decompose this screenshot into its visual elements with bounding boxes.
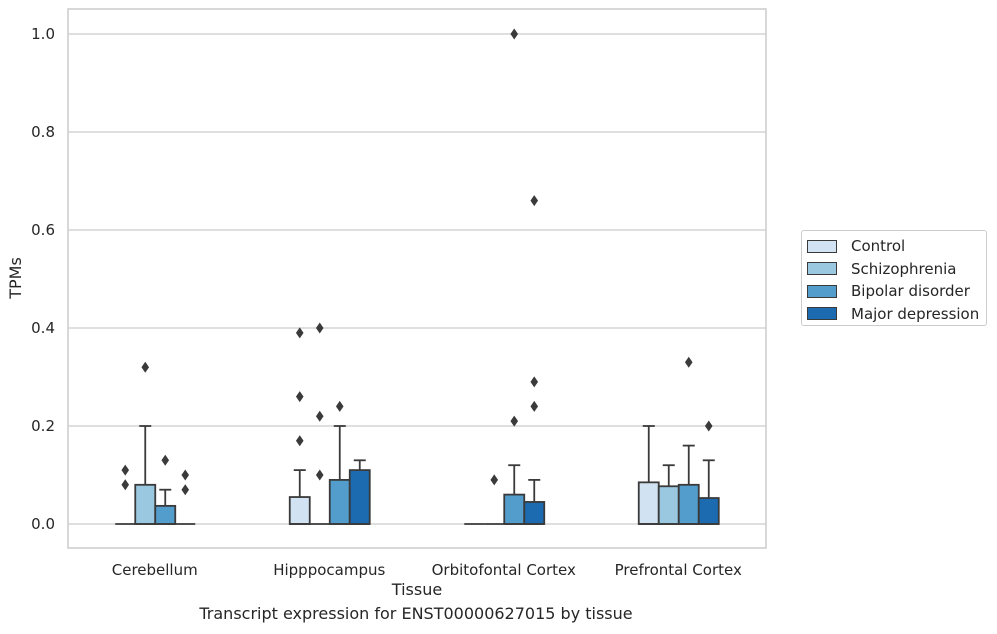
legend-label: Bipolar disorder xyxy=(851,282,970,301)
box-control xyxy=(288,469,311,525)
outlier-point xyxy=(141,361,150,373)
box-body xyxy=(503,493,526,525)
y-tick-label: 0.0 xyxy=(31,515,55,533)
box-body xyxy=(523,501,546,525)
outlier-point xyxy=(295,435,304,447)
outlier-point xyxy=(121,464,130,476)
y-axis-ticks: 0.0 0.2 0.4 0.6 0.8 1.0 xyxy=(31,25,55,533)
box-bipolar-disorder xyxy=(503,464,526,525)
outlier-point xyxy=(510,28,519,40)
legend-item: Bipolar disorder xyxy=(807,280,986,303)
plot-frame xyxy=(67,8,767,549)
outlier-point xyxy=(315,469,324,481)
outlier-point xyxy=(530,400,539,412)
box-body xyxy=(637,481,660,525)
legend-item: Schizophrenia xyxy=(807,258,986,281)
outlier-point xyxy=(530,376,539,388)
box-body xyxy=(657,485,680,525)
box-body xyxy=(134,483,157,525)
y-tick-label: 0.4 xyxy=(31,319,55,337)
outlier-point xyxy=(295,391,304,403)
box-major-depression xyxy=(348,459,371,525)
outlier-point xyxy=(684,356,693,368)
outlier-point xyxy=(181,484,190,496)
boxes xyxy=(115,425,720,525)
legend-label: Control xyxy=(851,237,906,256)
outlier-point xyxy=(510,415,519,427)
box-body xyxy=(677,483,700,525)
box-major-depression xyxy=(697,459,720,525)
outlier-point xyxy=(704,420,713,432)
x-tick-label: Orbitofontal Cortex xyxy=(432,561,576,579)
legend-swatch xyxy=(807,239,837,253)
box-schizophrenia xyxy=(134,425,157,525)
box-body xyxy=(328,478,351,525)
outlier-point xyxy=(315,322,324,334)
box-bipolar-disorder xyxy=(154,488,177,525)
outlier-point xyxy=(315,410,324,422)
outlier-point xyxy=(161,454,170,466)
y-axis-label: TPMs xyxy=(6,257,25,300)
legend-label: Schizophrenia xyxy=(851,259,957,278)
x-tick-label: Prefrontal Cortex xyxy=(615,561,742,579)
box-body xyxy=(288,496,311,525)
legend-swatch xyxy=(807,262,837,276)
x-tick-label: Cerebellum xyxy=(112,561,198,579)
box-body xyxy=(154,504,177,525)
legend-item: Control xyxy=(807,235,986,258)
outlier-point xyxy=(181,469,190,481)
legend-swatch xyxy=(807,307,837,321)
legend-label: Major depression xyxy=(851,304,980,323)
outlier-point xyxy=(295,327,304,339)
outliers xyxy=(121,28,713,496)
outlier-point xyxy=(530,195,539,207)
box-body xyxy=(697,497,720,525)
outlier-point xyxy=(121,479,130,491)
legend: Control Schizophrenia Bipolar disorder Majo… xyxy=(801,230,987,326)
box-bipolar-disorder xyxy=(677,444,700,525)
y-tick-label: 0.2 xyxy=(31,417,55,435)
y-tick-label: 1.0 xyxy=(31,25,55,43)
figure-caption: Transcript expression for ENST0000062701… xyxy=(199,604,633,623)
x-axis-ticks: Cerebellum Hipppocampus Orbitofontal Corte… xyxy=(112,561,742,579)
legend-item: Major depression xyxy=(807,303,986,326)
outlier-point xyxy=(490,474,499,486)
outlier-point xyxy=(335,400,344,412)
box-control xyxy=(637,425,660,525)
box-major-depression xyxy=(523,478,546,525)
box-bipolar-disorder xyxy=(328,425,351,525)
box-body xyxy=(348,469,371,525)
x-tick-label: Hipppocampus xyxy=(273,561,385,579)
gridlines xyxy=(68,33,766,525)
box-schizophrenia xyxy=(657,464,680,525)
x-axis-label: Tissue xyxy=(391,580,442,599)
y-tick-label: 0.8 xyxy=(31,123,55,141)
y-tick-label: 0.6 xyxy=(31,221,55,239)
legend-swatch xyxy=(807,284,837,298)
